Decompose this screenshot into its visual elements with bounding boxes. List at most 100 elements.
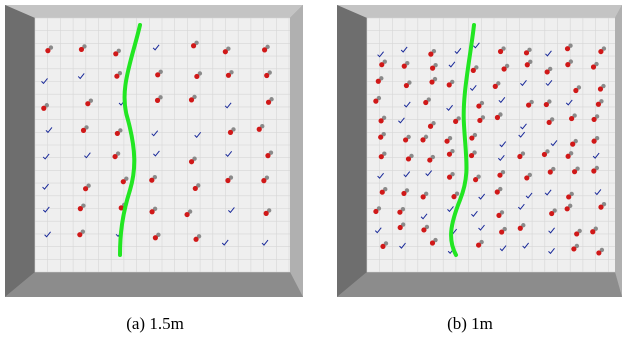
object <box>469 153 474 158</box>
wall-top <box>5 5 303 18</box>
object <box>526 102 531 107</box>
object <box>264 211 269 216</box>
object <box>591 139 596 144</box>
panel-a: (a) 1.5m <box>5 5 303 333</box>
object <box>573 88 578 93</box>
object <box>495 115 500 120</box>
object <box>569 116 574 121</box>
object <box>81 128 86 133</box>
object <box>518 226 523 231</box>
object <box>402 64 407 69</box>
object <box>548 169 553 174</box>
object <box>398 225 403 230</box>
object <box>112 154 117 159</box>
object <box>598 49 603 54</box>
object <box>261 178 266 183</box>
object <box>477 118 482 123</box>
object <box>189 97 194 102</box>
object <box>591 64 596 69</box>
object <box>545 69 550 74</box>
object <box>121 179 126 184</box>
object <box>572 169 577 174</box>
object <box>591 168 596 173</box>
object <box>373 209 378 214</box>
wall-right <box>290 5 303 297</box>
object <box>495 189 500 194</box>
object <box>598 205 603 210</box>
object <box>570 142 575 147</box>
object <box>493 84 498 89</box>
object <box>191 43 196 48</box>
object <box>517 154 522 159</box>
wall-bottom <box>337 272 622 297</box>
object <box>153 235 158 240</box>
object <box>591 117 596 122</box>
object <box>379 154 384 159</box>
wall-bottom <box>5 272 303 297</box>
object <box>379 118 384 123</box>
object <box>549 211 554 216</box>
object <box>378 135 383 140</box>
object <box>420 137 425 142</box>
object <box>499 229 504 234</box>
object <box>469 135 474 140</box>
object <box>542 152 547 157</box>
object <box>447 175 452 180</box>
object <box>524 50 529 55</box>
object <box>447 82 452 87</box>
object <box>498 49 503 54</box>
object <box>525 62 530 67</box>
object <box>223 49 228 54</box>
object <box>451 194 456 199</box>
object <box>598 86 603 91</box>
object <box>544 102 549 107</box>
object <box>194 74 199 79</box>
object <box>473 177 478 182</box>
object <box>401 191 406 196</box>
object <box>547 120 552 125</box>
object <box>379 62 384 67</box>
object <box>264 73 269 78</box>
object <box>184 212 189 217</box>
object <box>226 73 231 78</box>
object <box>406 156 411 161</box>
object <box>423 100 428 105</box>
object <box>380 244 385 249</box>
object <box>265 153 270 158</box>
object <box>496 213 501 218</box>
object <box>453 119 458 124</box>
object <box>83 186 88 191</box>
object <box>155 98 160 103</box>
object <box>574 231 579 236</box>
object <box>476 103 481 108</box>
object <box>404 83 409 88</box>
object <box>590 229 595 234</box>
object <box>429 79 434 84</box>
object <box>79 47 84 52</box>
wall-top <box>337 5 622 18</box>
object <box>565 46 570 51</box>
object <box>114 74 119 79</box>
wall-left <box>337 5 367 297</box>
wall-right <box>615 5 622 297</box>
object <box>228 130 233 135</box>
object <box>373 99 378 104</box>
object <box>421 227 426 232</box>
object <box>428 52 433 57</box>
object <box>524 175 529 180</box>
object <box>565 206 570 211</box>
object <box>403 137 408 142</box>
object <box>45 48 50 53</box>
object <box>149 209 154 214</box>
object <box>447 152 452 157</box>
object <box>427 157 432 162</box>
object <box>257 127 262 132</box>
object <box>497 173 502 178</box>
object <box>262 47 267 52</box>
object <box>565 62 570 67</box>
object <box>430 66 435 71</box>
caption: (b) 1m <box>447 314 493 333</box>
object <box>113 51 118 56</box>
caption: (a) 1.5m <box>126 314 184 333</box>
object <box>471 68 476 73</box>
